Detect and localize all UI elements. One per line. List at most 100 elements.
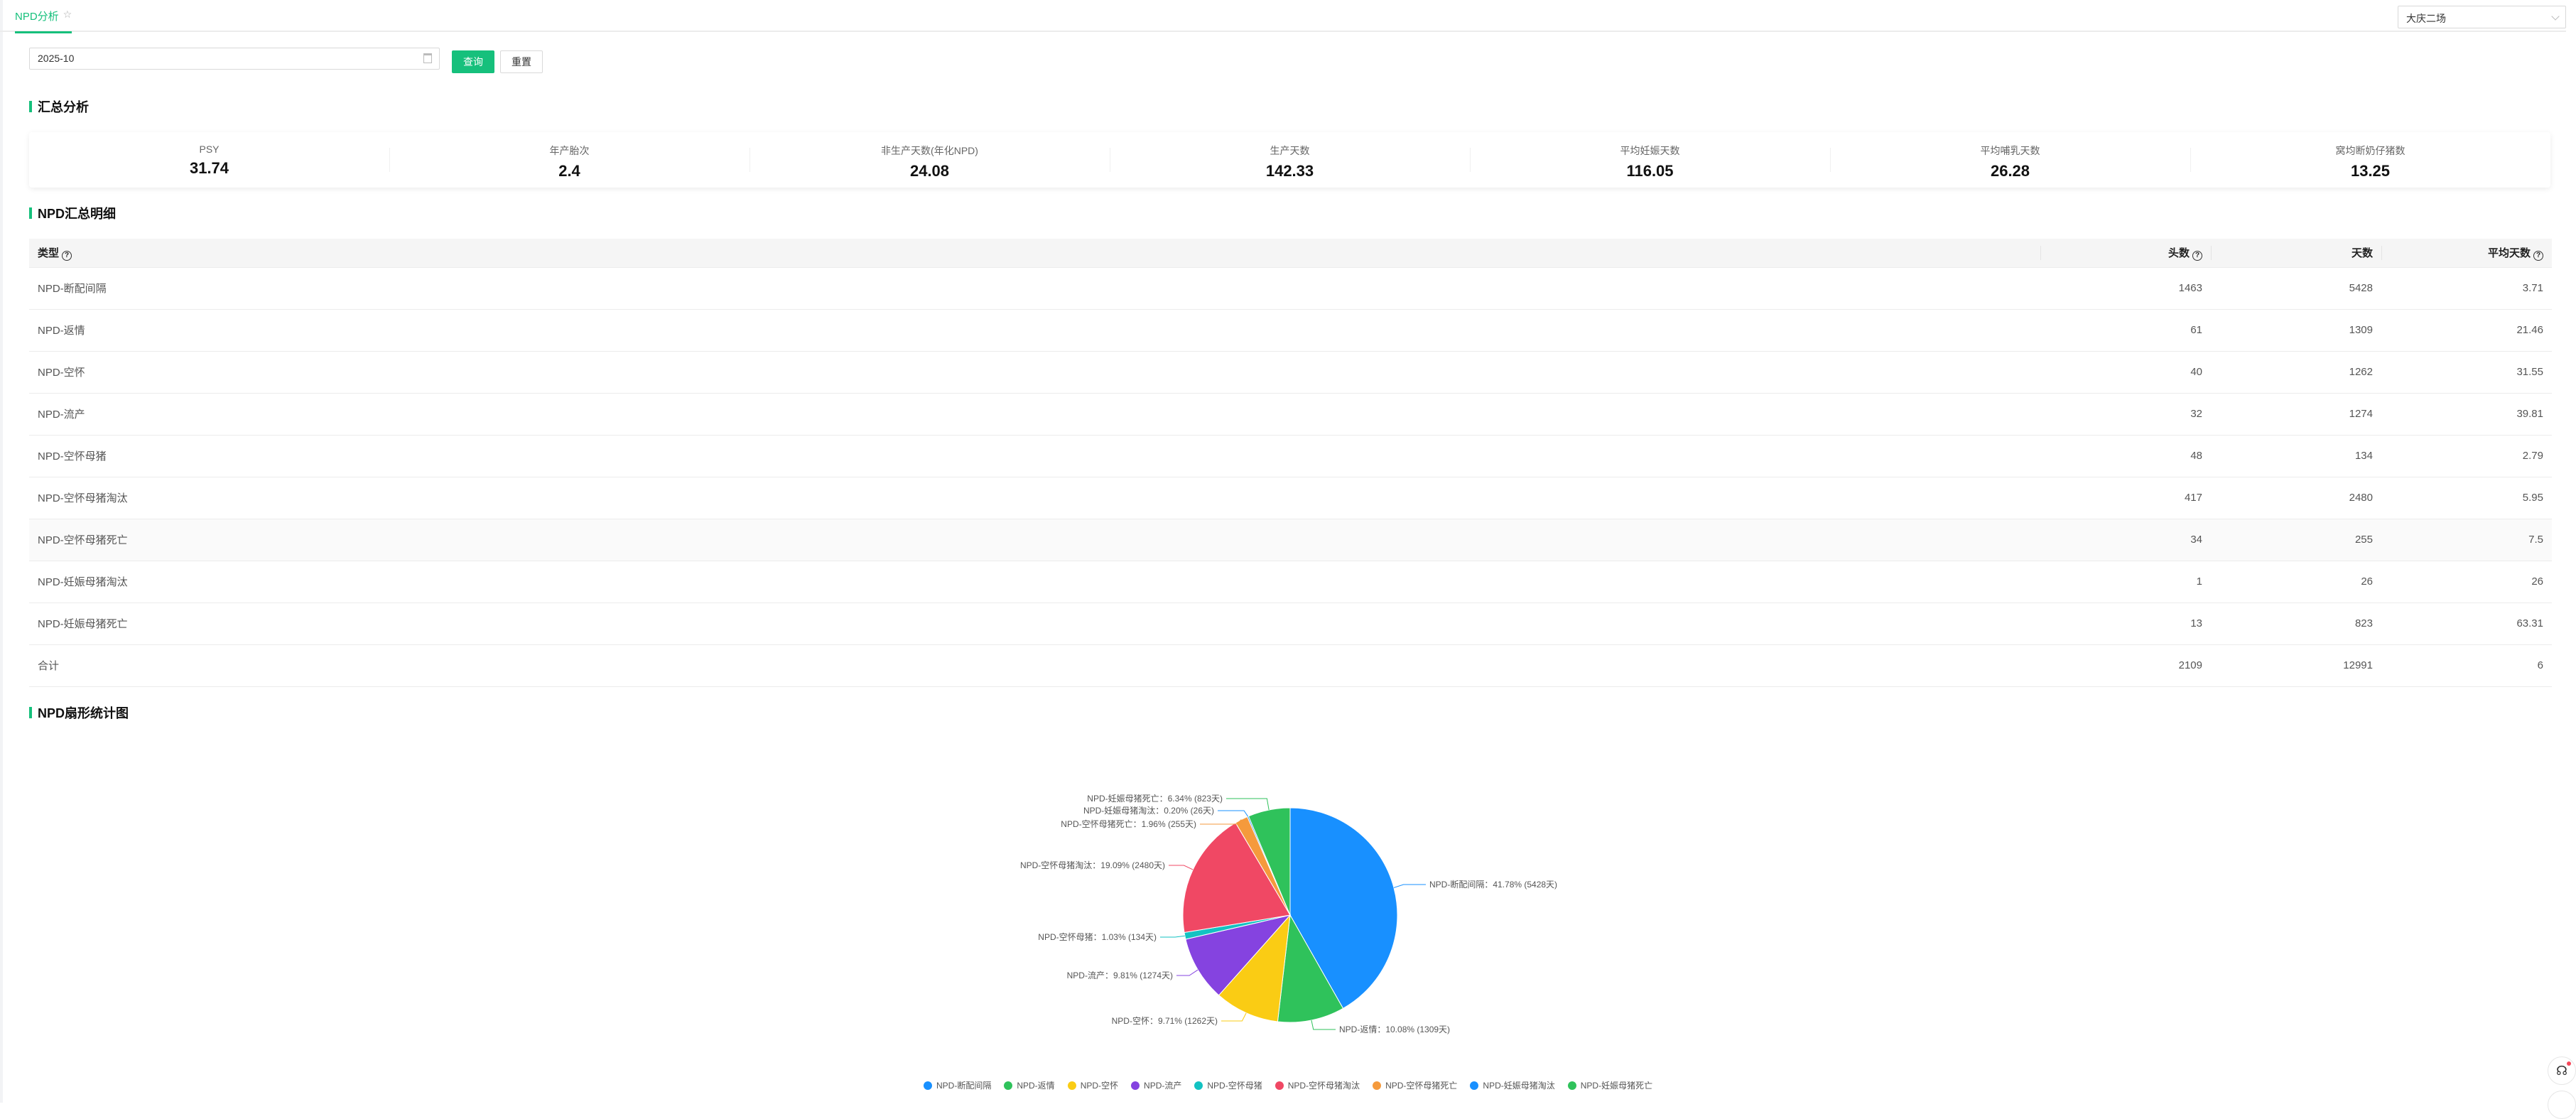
pie-data-label: NPD-空怀母猪：1.03% (134天) (1038, 932, 1157, 942)
header-label: 头数 (2168, 247, 2190, 259)
legend-item[interactable]: NPD-妊娠母猪淘汰 (1470, 1079, 1555, 1091)
cell-head-count: 417 (2040, 477, 2211, 519)
pie-slice[interactable] (1289, 807, 1398, 1009)
header-label: 类型 (38, 247, 60, 259)
metric-item: 窝均断奶仔猪数 13.25 (2190, 132, 2550, 188)
pie-label-line (1226, 798, 1270, 811)
table-row: NPD-妊娠母猪死亡 13 823 63.31 (29, 602, 2552, 645)
legend-item[interactable]: NPD-流产 (1131, 1079, 1181, 1091)
pie-data-label: NPD-断配间隔：41.78% (5428天) (1429, 879, 1557, 890)
cell-head-count: 34 (2040, 519, 2211, 561)
pie-label-line (1393, 884, 1426, 888)
metric-value: 13.25 (2350, 162, 2391, 180)
cell-type: 合计 (29, 644, 2040, 687)
legend-label: NPD-返情 (1017, 1081, 1055, 1091)
cell-type: NPD-空怀母猪 (29, 435, 2040, 477)
reset-button[interactable]: 重置 (500, 50, 543, 73)
cell-avg-days: 39.81 (2381, 393, 2552, 436)
cell-days[interactable]: 5428 (2211, 267, 2381, 310)
legend-dot-icon (1470, 1081, 1479, 1090)
customer-support-button[interactable]: ☊ (2548, 1056, 2576, 1085)
legend-item[interactable]: NPD-空怀母猪 (1194, 1079, 1262, 1091)
metric-item: PSY 31.74 (29, 132, 389, 188)
legend-item[interactable]: NPD-返情 (1004, 1079, 1055, 1091)
cell-type: NPD-空怀 (29, 351, 2040, 394)
metric-item: 年产胎次 2.4 (389, 132, 749, 188)
legend-label: NPD-空怀母猪淘汰 (1287, 1081, 1360, 1091)
cell-days[interactable]: 2480 (2211, 477, 2381, 519)
metric-item: 生产天数 142.33 (1110, 132, 1470, 188)
metric-value: 116.05 (1626, 162, 1674, 180)
metric-label: 平均妊娠天数 (1620, 145, 1680, 156)
pie-slice[interactable] (1185, 914, 1292, 996)
legend-label: NPD-妊娠母猪死亡 (1580, 1081, 1653, 1091)
star-icon[interactable]: ☆ (63, 9, 72, 20)
metric-value: 24.08 (909, 162, 950, 180)
legend-dot-icon (1067, 1081, 1076, 1090)
cell-days[interactable]: 1309 (2211, 309, 2381, 352)
section-title-text: 汇总分析 (38, 100, 89, 114)
metric-value: 142.33 (1265, 162, 1314, 180)
metric-label: PSY (199, 144, 220, 155)
header-type: 类型? (29, 239, 2040, 268)
cell-type: NPD-空怀母猪淘汰 (29, 477, 2040, 519)
legend-item[interactable]: NPD-空怀母猪死亡 (1373, 1079, 1457, 1091)
help-circle-icon[interactable]: ? (62, 250, 72, 261)
chevron-down-icon (2551, 12, 2560, 21)
headset-icon: ☊ (2556, 1064, 2567, 1078)
cell-head-count: 1463 (2040, 267, 2211, 310)
pie-slice[interactable] (1277, 914, 1344, 1023)
table-row: NPD-返情 61 1309 21.46 (29, 309, 2552, 352)
query-button[interactable]: 查询 (452, 50, 494, 73)
help-circle-icon[interactable]: ? (2533, 250, 2543, 261)
cell-days[interactable]: 12991 (2211, 644, 2381, 687)
table-header-row: 类型? 头数? 天数 平均天数? (29, 239, 2552, 268)
metric-value: 26.28 (1990, 162, 2030, 180)
cell-days[interactable]: 255 (2211, 519, 2381, 561)
tab-bar: NPD分析 ☆ (0, 0, 2566, 33)
table-row: NPD-空怀母猪淘汰 417 2480 5.95 (29, 477, 2552, 519)
section-bar (29, 101, 32, 112)
notification-dot (2567, 1061, 2571, 1066)
month-picker-input[interactable]: 2025-10 (29, 48, 440, 70)
legend-label: NPD-空怀母猪死亡 (1385, 1081, 1458, 1091)
help-circle-icon[interactable]: ? (2192, 250, 2202, 261)
cell-type: NPD-妊娠母猪淘汰 (29, 561, 2040, 603)
farm-select-value: 大庆二场 (2406, 13, 2446, 24)
month-value: 2025-10 (38, 53, 75, 64)
legend-label: NPD-流产 (1144, 1081, 1182, 1091)
legend-label: NPD-断配间隔 (936, 1081, 992, 1091)
cell-days[interactable]: 1262 (2211, 351, 2381, 394)
legend-item[interactable]: NPD-妊娠母猪死亡 (1567, 1079, 1653, 1091)
cell-head-count: 48 (2040, 435, 2211, 477)
pie-data-label: NPD-妊娠母猪淘汰：0.20% (26天) (1083, 806, 1214, 816)
legend-dot-icon (924, 1081, 932, 1090)
legend-label: NPD-空怀母猪 (1207, 1081, 1262, 1091)
pie-data-label: NPD-空怀母猪淘汰：19.09% (2480天) (1020, 860, 1165, 870)
cell-avg-days: 31.55 (2381, 351, 2552, 394)
floating-button[interactable] (2548, 1091, 2576, 1119)
legend-dot-icon (1373, 1081, 1382, 1090)
legend-item[interactable]: NPD-空怀 (1067, 1079, 1118, 1091)
section-bar (29, 207, 32, 219)
pie-label-line (1176, 969, 1198, 976)
legend-item[interactable]: NPD-断配间隔 (924, 1079, 991, 1091)
metric-item: 平均妊娠天数 116.05 (1470, 132, 1830, 188)
farm-select[interactable]: 大庆二场 (2398, 6, 2566, 28)
legend-item[interactable]: NPD-空怀母猪淘汰 (1275, 1079, 1360, 1091)
cell-days[interactable]: 1274 (2211, 393, 2381, 436)
pie-data-label: NPD-空怀母猪死亡：1.96% (255天) (1061, 819, 1196, 829)
metric-label: 年产胎次 (549, 145, 590, 156)
cell-days[interactable]: 823 (2211, 602, 2381, 645)
legend-dot-icon (1004, 1081, 1013, 1090)
tab-npd-analysis[interactable]: NPD分析 ☆ (15, 9, 72, 33)
pie-slice[interactable] (1248, 807, 1291, 916)
legend-dot-icon (1131, 1081, 1140, 1090)
metric-label: 窝均断奶仔猪数 (2335, 145, 2405, 156)
cell-avg-days: 3.71 (2381, 267, 2552, 310)
cell-avg-days: 26 (2381, 561, 2552, 603)
metric-label: 平均哺乳天数 (1980, 145, 2040, 156)
cell-avg-days: 7.5 (2381, 519, 2552, 561)
cell-days[interactable]: 26 (2211, 561, 2381, 603)
cell-days[interactable]: 134 (2211, 435, 2381, 477)
